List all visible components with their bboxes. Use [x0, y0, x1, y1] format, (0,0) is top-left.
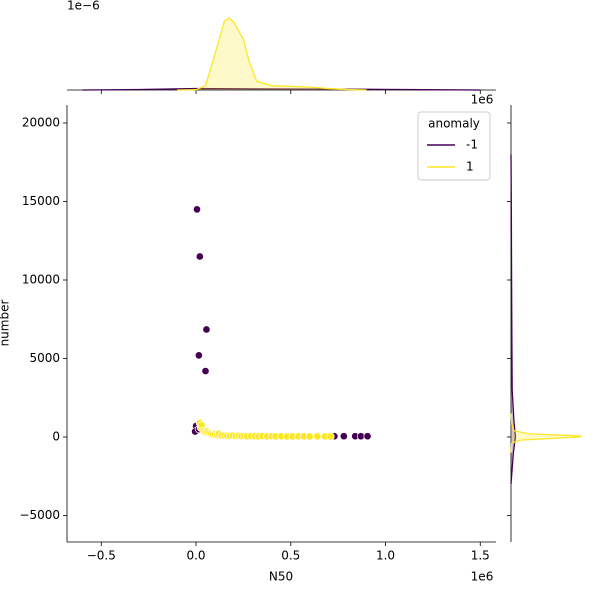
kde-line — [177, 17, 367, 91]
y-axis-label: number — [0, 300, 12, 347]
x-tick-label: 1.5 — [471, 549, 490, 563]
x-offset-label: 1e6 — [471, 570, 494, 584]
kde-line — [510, 413, 583, 453]
point — [192, 205, 202, 214]
x-axis-label: N50 — [269, 570, 293, 584]
kde-fill — [511, 154, 516, 485]
x-tick-label: 0.5 — [281, 549, 300, 563]
legend-label: 1 — [466, 160, 474, 174]
y-tick-label: 5000 — [29, 351, 60, 365]
point — [201, 367, 210, 376]
x-tick-label: −0.5 — [87, 549, 116, 563]
x-tick-label: 0.0 — [186, 549, 205, 563]
y-tick-label: 10000 — [22, 272, 60, 286]
point — [305, 432, 314, 441]
point — [363, 432, 372, 441]
top-x-offset-label: 1e6 — [471, 93, 494, 107]
legend-label: -1 — [466, 138, 478, 152]
legend-box — [417, 111, 491, 181]
x-tick-label: 1.0 — [376, 549, 395, 563]
legend: anomaly -1 1 — [417, 111, 491, 181]
point — [202, 325, 211, 334]
kde-line — [82, 87, 481, 91]
kde-fill — [177, 18, 367, 90]
point — [313, 432, 322, 441]
y-tick-label: 0 — [52, 429, 60, 443]
y-tick-label: 15000 — [22, 194, 60, 208]
point — [339, 432, 348, 441]
y-tick-label: −5000 — [19, 508, 60, 522]
point — [194, 351, 203, 360]
kde-line — [510, 154, 517, 485]
y-tick-label: 20000 — [22, 115, 60, 129]
legend-title: anomaly — [428, 117, 480, 131]
kde-fill — [511, 413, 582, 453]
point — [326, 432, 335, 441]
point — [195, 252, 204, 261]
top-offset-label: 1e−6 — [67, 0, 100, 13]
